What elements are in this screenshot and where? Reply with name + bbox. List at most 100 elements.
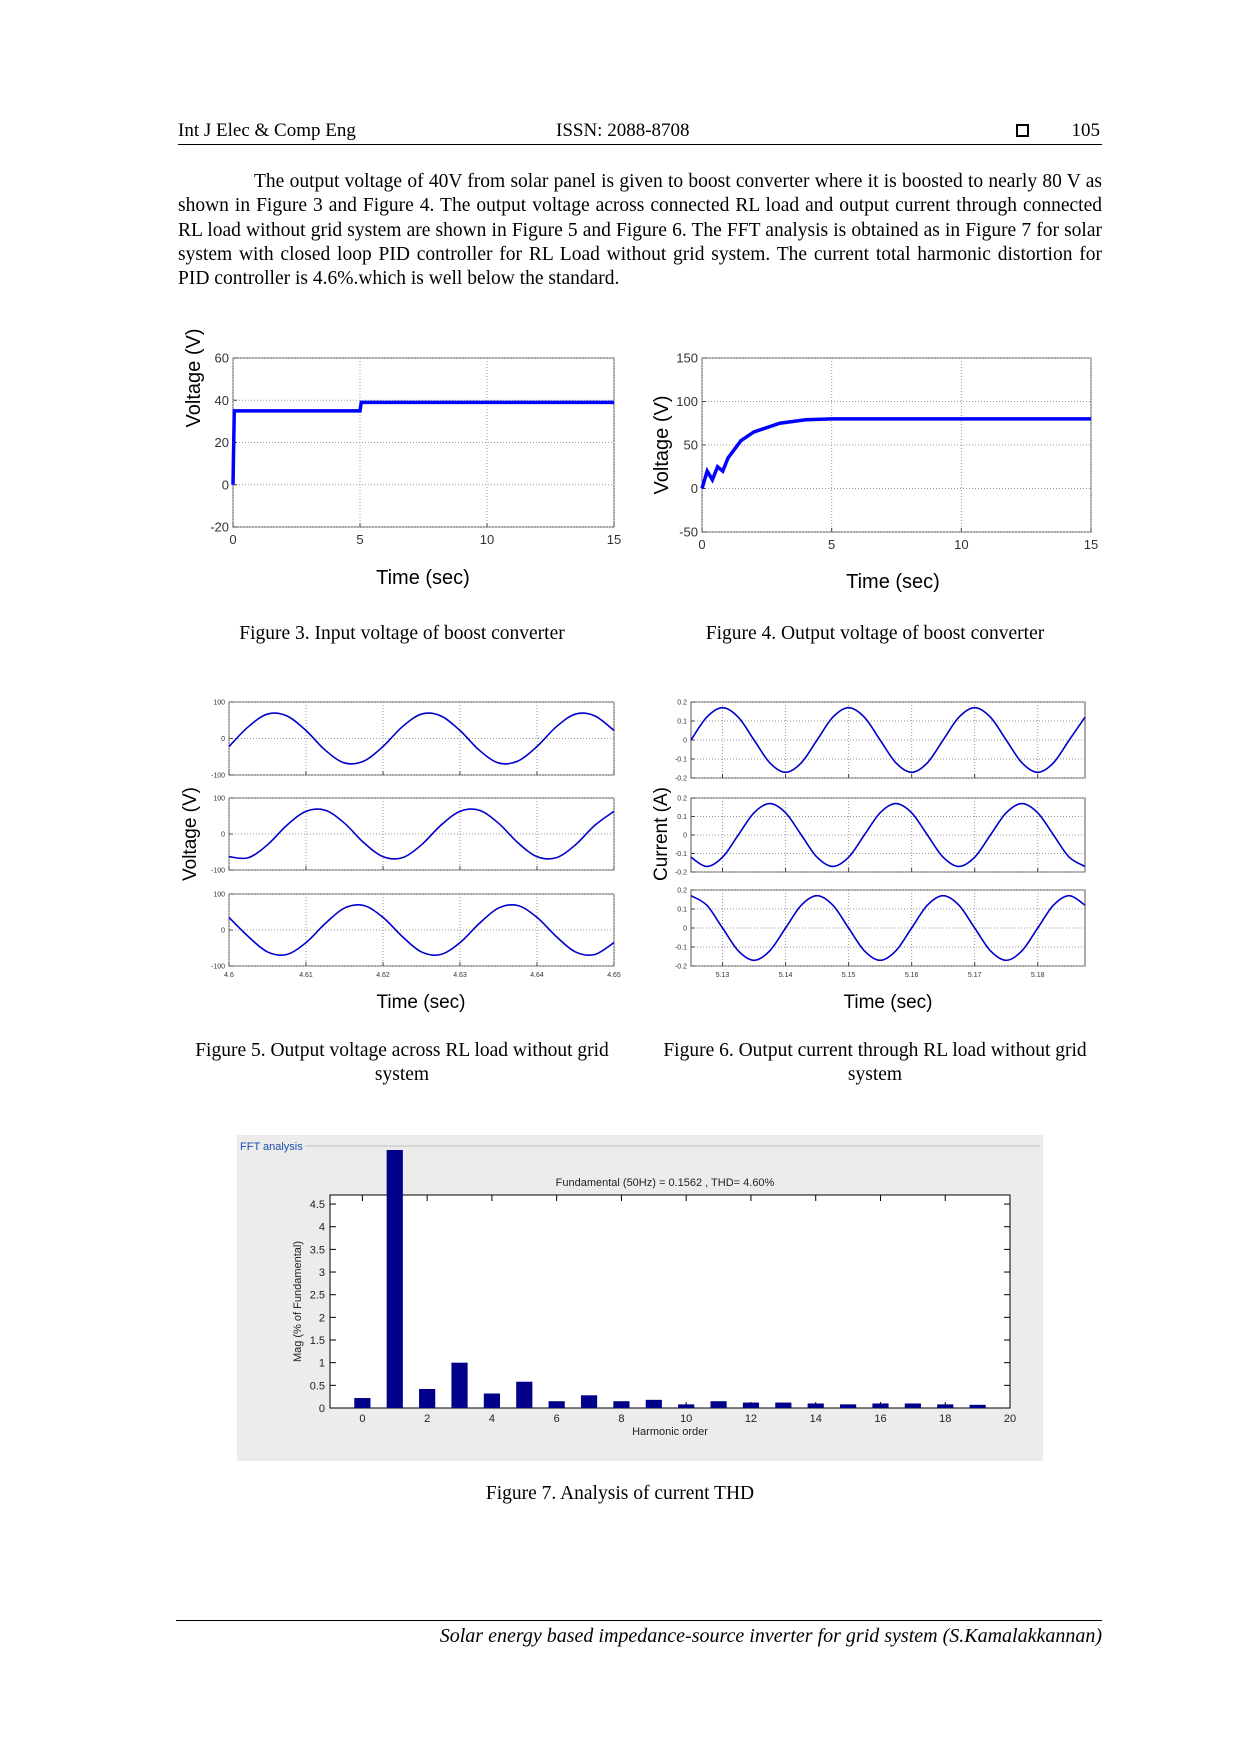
x-tick-label: 4.64 [530,972,544,979]
page-number: 105 [1071,120,1101,141]
y-tick-label: 150 [676,351,698,366]
y-tick-label: 2 [319,1312,325,1324]
x-tick-label: 5.17 [968,972,982,979]
x-tick-label: 16 [874,1413,886,1425]
y-tick-label: -0.1 [675,944,687,951]
y-tick-label: 0 [221,831,225,838]
data-line [228,808,615,860]
y-tick-label: 20 [215,435,229,450]
x-axis-label: Time (sec) [846,571,940,593]
x-tick-label: 4.61 [299,972,313,979]
y-tick-label: 1.5 [310,1335,325,1347]
data-line [231,400,614,485]
data-line [228,904,615,956]
box-icon [1016,124,1029,137]
y-tick-label: 0 [222,477,229,492]
y-axis-label: Voltage (V) [183,329,205,428]
y-tick-label: 2.5 [310,1290,325,1302]
figure-caption: Figure 7. Analysis of current THD [485,1483,755,1504]
bar [354,1398,371,1408]
y-tick-label: 0 [683,737,687,744]
issn: ISSN: 2088-8708 [556,120,690,141]
x-tick-label: 5.15 [842,972,856,979]
x-tick-label: 5.14 [779,972,793,979]
data-line [690,894,1086,962]
figure-caption: Figure 5. Output voltage across RL load … [195,1040,609,1085]
data-line [700,417,1091,489]
y-tick-label: 60 [215,351,229,366]
x-tick-label: 2 [424,1413,430,1425]
y-tick-label: -100 [211,963,225,970]
y-tick-label: 0.2 [677,887,687,894]
bar [937,1404,954,1408]
y-tick-label: 1 [319,1358,325,1370]
bar [613,1401,630,1408]
x-tick-label: 5 [828,537,835,552]
bar [516,1381,533,1408]
y-tick-label: -20 [210,520,229,535]
x-tick-label: 5.13 [716,972,730,979]
y-tick-label: -0.1 [675,851,687,858]
x-tick-label: 14 [810,1413,822,1425]
x-tick-label: 4.65 [607,972,621,979]
figure-caption: Figure 3. Input voltage of boost convert… [239,623,565,644]
x-tick-label: 6 [554,1413,560,1425]
y-axis-label: Mag (% of Fundamental) [292,1241,304,1362]
y-tick-label: 0 [683,925,687,932]
bar [840,1404,857,1408]
bars [354,1150,986,1409]
journal: Int J Elec & Comp Eng [178,120,356,141]
annotation: Fundamental (50Hz) = 0.1562 , THD= 4.60% [556,1177,775,1189]
body-paragraph: The output voltage of 40V from solar pan… [178,171,1102,290]
figure-caption: Figure 6. Output current through RL load… [663,1040,1087,1085]
x-tick-label: 8 [618,1413,624,1425]
y-tick-label: 0 [319,1403,325,1415]
y-tick-label: 4.5 [310,1199,325,1211]
y-tick-label: -0.1 [675,756,687,763]
bar [775,1402,792,1408]
bar [580,1395,598,1408]
x-axis-label: Time (sec) [843,992,932,1013]
x-tick-label: 10 [680,1413,692,1425]
y-tick-label: -50 [679,525,698,540]
y-tick-label: 0.2 [677,699,687,706]
y-tick-label: 3.5 [310,1244,325,1256]
y-tick-label: -100 [211,772,225,779]
plot-area [690,797,1086,873]
data-line [228,712,615,765]
figure-caption: Figure 4. Output voltage of boost conver… [705,623,1045,644]
bar [872,1403,889,1408]
x-axis-label: Harmonic order [632,1426,708,1438]
bar [678,1404,695,1408]
y-tick-label: 0.1 [677,814,687,821]
x-tick-label: 4 [489,1413,495,1425]
y-tick-label: 0.1 [677,906,687,913]
y-tick-label: 0 [683,832,687,839]
y-tick-label: 3 [319,1267,325,1279]
bar [419,1388,436,1408]
bar [969,1404,986,1408]
bar [451,1362,468,1408]
y-tick-label: 0 [221,736,225,743]
x-tick-label: 0 [698,537,705,552]
x-tick-label: 12 [745,1413,757,1425]
x-tick-label: 10 [954,537,968,552]
x-axis-label: Time (sec) [376,992,465,1013]
y-tick-label: 4 [319,1222,325,1234]
y-tick-label: 0 [691,481,698,496]
x-tick-label: 4.63 [453,972,467,979]
y-tick-label: -0.2 [675,963,687,970]
x-tick-label: 15 [1084,537,1098,552]
panel-title: FFT analysis [240,1141,303,1153]
x-tick-label: 5.16 [905,972,919,979]
x-tick-label: 0 [359,1413,365,1425]
data-line [690,706,1086,774]
x-tick-label: 20 [1004,1413,1016,1425]
plot-area [690,889,1086,967]
bar [645,1399,662,1408]
y-tick-label: 50 [684,438,698,453]
x-axis-label: Time (sec) [376,567,470,589]
y-tick-label: -0.2 [675,775,687,782]
y-axis-label: Voltage (V) [651,396,673,495]
